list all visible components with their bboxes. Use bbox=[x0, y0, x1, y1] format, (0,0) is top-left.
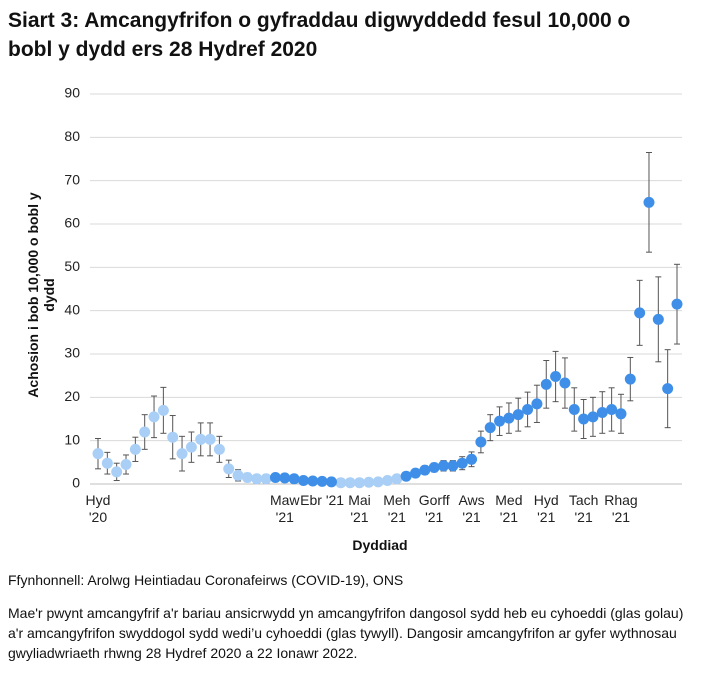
chart: 0 10 20 30 40 50 60 70 80 90 bbox=[64, 85, 683, 491]
x-tick-label: Hyd '21 bbox=[533, 492, 559, 525]
x-tick-label: Med '21 bbox=[495, 492, 523, 525]
point bbox=[101, 457, 113, 469]
x-tick-label: Mai '21 bbox=[348, 492, 371, 525]
x-tick-label: Maw '21 bbox=[269, 492, 300, 525]
point bbox=[353, 477, 365, 489]
y-tick-label: 70 bbox=[64, 171, 80, 187]
point bbox=[391, 473, 403, 485]
y-tick-label: 80 bbox=[64, 128, 80, 144]
point bbox=[456, 457, 468, 469]
point bbox=[438, 460, 450, 472]
x-tick-label: Meh '21 bbox=[383, 492, 411, 525]
y-tick-label: 0 bbox=[72, 475, 80, 491]
point bbox=[550, 371, 562, 383]
point bbox=[297, 475, 309, 487]
point bbox=[223, 463, 235, 475]
point bbox=[540, 378, 552, 390]
point bbox=[466, 453, 478, 465]
point bbox=[269, 472, 281, 483]
point bbox=[157, 404, 169, 416]
point bbox=[344, 477, 356, 489]
point bbox=[363, 476, 375, 488]
point bbox=[578, 413, 590, 425]
point bbox=[531, 398, 543, 410]
source: Ffynhonnell: Arolwg Heintiadau Coronafei… bbox=[8, 572, 404, 588]
point bbox=[335, 477, 347, 489]
point bbox=[307, 475, 319, 487]
point bbox=[596, 407, 608, 418]
point bbox=[120, 459, 132, 470]
x-tick-label: Hyd '20 bbox=[85, 492, 111, 525]
x-tick-label: Ebr '21 bbox=[300, 492, 345, 508]
point bbox=[606, 403, 618, 415]
point bbox=[410, 467, 422, 479]
point bbox=[372, 476, 384, 488]
x-tick-label: Rhag '21 bbox=[604, 492, 638, 525]
x-tick-label: Aws '21 bbox=[458, 492, 485, 525]
point bbox=[111, 466, 123, 478]
y-tick-label: 10 bbox=[64, 431, 80, 447]
point bbox=[512, 409, 524, 421]
point bbox=[251, 473, 263, 485]
point bbox=[484, 422, 496, 434]
point bbox=[176, 448, 188, 460]
point bbox=[185, 441, 197, 453]
point bbox=[167, 431, 179, 443]
point bbox=[129, 443, 141, 455]
y-tick-label: 20 bbox=[64, 388, 80, 404]
point bbox=[148, 411, 160, 423]
y-tick-label: 30 bbox=[64, 345, 80, 361]
point bbox=[447, 460, 459, 472]
point bbox=[195, 433, 207, 445]
point bbox=[232, 469, 244, 481]
point bbox=[643, 196, 655, 208]
point bbox=[204, 433, 216, 445]
y-tick-label: 90 bbox=[64, 85, 80, 101]
y-tick-label: 50 bbox=[64, 258, 80, 274]
point bbox=[503, 412, 515, 424]
point bbox=[587, 411, 599, 423]
point bbox=[475, 436, 487, 448]
point bbox=[213, 443, 225, 455]
point bbox=[662, 383, 674, 395]
y-tick-label: 40 bbox=[64, 301, 80, 317]
point bbox=[419, 464, 431, 476]
point bbox=[615, 408, 627, 420]
point bbox=[260, 473, 272, 485]
point bbox=[241, 472, 253, 483]
chart-title: Siart 3: Amcangyfrifon o gyfraddau digwy… bbox=[8, 9, 631, 61]
point bbox=[382, 475, 393, 487]
note: Mae'r pwynt amcangyfrif a'r bariau ansic… bbox=[8, 605, 684, 661]
point bbox=[634, 307, 646, 319]
point bbox=[428, 462, 440, 474]
x-axis-title: Dyddiad bbox=[352, 537, 408, 553]
x-tick-label: Tach '21 bbox=[568, 492, 599, 525]
x-tick-label: Gorff '21 bbox=[418, 492, 450, 525]
point bbox=[624, 373, 636, 385]
point bbox=[494, 415, 506, 427]
point bbox=[671, 298, 683, 310]
y-axis-title: Achosion i bob 10,000 o bobl y dydd bbox=[25, 192, 57, 398]
point bbox=[652, 313, 664, 325]
point bbox=[139, 426, 151, 438]
point bbox=[92, 448, 104, 460]
point bbox=[522, 403, 534, 415]
point bbox=[325, 476, 337, 488]
point bbox=[316, 475, 328, 487]
point bbox=[288, 473, 300, 485]
point bbox=[559, 377, 571, 389]
point bbox=[400, 470, 412, 482]
point bbox=[279, 472, 291, 484]
point bbox=[568, 403, 580, 415]
y-tick-label: 60 bbox=[64, 215, 80, 231]
